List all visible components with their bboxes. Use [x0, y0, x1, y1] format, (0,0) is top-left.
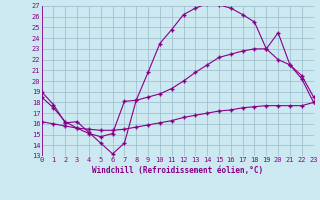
X-axis label: Windchill (Refroidissement éolien,°C): Windchill (Refroidissement éolien,°C): [92, 166, 263, 175]
